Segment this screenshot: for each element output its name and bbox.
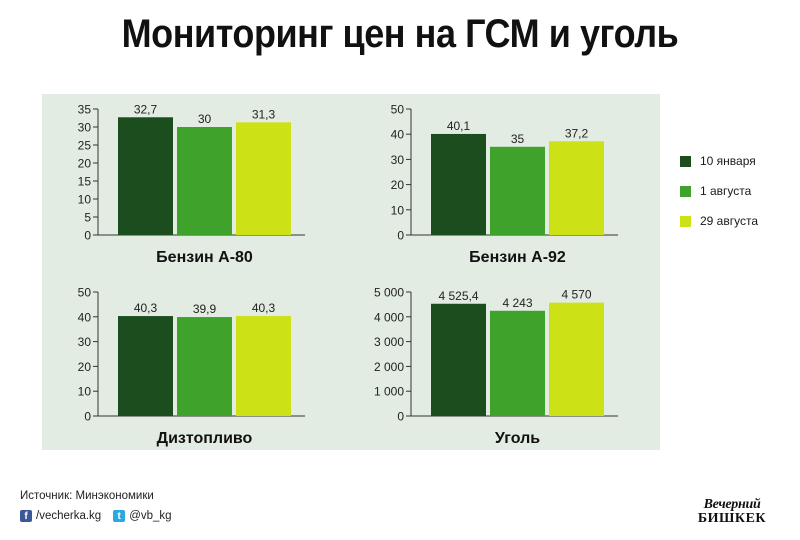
data-label: 37,2 bbox=[565, 126, 589, 140]
legend-label-aug1: 1 августа bbox=[700, 184, 752, 198]
y-tick-label: 20 bbox=[391, 178, 405, 192]
legend-swatch-jan10 bbox=[680, 155, 691, 167]
data-label: 31,3 bbox=[252, 107, 276, 121]
bar bbox=[549, 141, 604, 235]
data-label: 40,3 bbox=[252, 301, 276, 315]
y-tick-label: 0 bbox=[397, 410, 404, 424]
data-label: 40,1 bbox=[447, 119, 471, 133]
y-tick-label: 30 bbox=[78, 335, 92, 349]
bar bbox=[236, 122, 291, 235]
y-tick-label: 50 bbox=[391, 103, 405, 117]
y-tick-label: 5 000 bbox=[374, 286, 404, 300]
publisher-logo: Вечерний БИШКЕК bbox=[684, 498, 780, 526]
data-label: 30 bbox=[198, 112, 212, 126]
y-tick-label: 30 bbox=[391, 153, 405, 167]
bar bbox=[177, 317, 232, 416]
y-tick-label: 10 bbox=[391, 203, 405, 217]
twitter-icon[interactable]: t bbox=[113, 510, 126, 522]
bar bbox=[177, 127, 232, 235]
y-tick-label: 20 bbox=[78, 360, 92, 374]
y-tick-label: 0 bbox=[84, 410, 91, 424]
bar bbox=[236, 316, 291, 416]
social-links: f /vecherka.kg t @vb_kg bbox=[20, 510, 172, 522]
bar bbox=[431, 133, 486, 235]
y-tick-label: 40 bbox=[391, 128, 405, 142]
bar bbox=[118, 316, 173, 416]
legend-item-jan10: 10 января bbox=[680, 146, 795, 176]
y-tick-label: 25 bbox=[78, 139, 92, 153]
data-label: 4 525,4 bbox=[438, 289, 478, 303]
data-label: 4 243 bbox=[502, 296, 532, 310]
legend-item-aug29: 29 августа bbox=[680, 206, 795, 236]
bar bbox=[431, 303, 486, 416]
y-tick-label: 40 bbox=[78, 310, 92, 324]
y-tick-label: 30 bbox=[78, 121, 92, 135]
legend-label-jan10: 10 января bbox=[700, 154, 756, 168]
data-label: 39,9 bbox=[193, 302, 217, 316]
data-label: 32,7 bbox=[134, 102, 158, 116]
legend-swatch-aug29 bbox=[680, 215, 691, 227]
y-tick-label: 0 bbox=[397, 229, 404, 243]
chart-title: Бензин А-92 bbox=[469, 249, 566, 266]
twitter-link[interactable]: @vb_kg bbox=[129, 510, 172, 522]
source-note: Источник: Минэкономики bbox=[20, 490, 154, 502]
chart-title: Уголь bbox=[495, 430, 540, 447]
y-tick-label: 1 000 bbox=[374, 385, 404, 399]
y-tick-label: 0 bbox=[84, 229, 91, 243]
chart-title: Дизтопливо bbox=[157, 430, 253, 447]
y-tick-label: 10 bbox=[78, 385, 92, 399]
data-label: 40,3 bbox=[134, 301, 158, 315]
facebook-link[interactable]: /vecherka.kg bbox=[36, 510, 102, 522]
y-tick-label: 50 bbox=[78, 286, 92, 300]
data-label: 35 bbox=[511, 132, 525, 146]
y-tick-label: 15 bbox=[78, 175, 92, 189]
y-tick-label: 2 000 bbox=[374, 360, 404, 374]
legend: 10 января 1 августа 29 августа bbox=[680, 146, 795, 236]
data-label: 4 570 bbox=[561, 288, 591, 302]
bar bbox=[549, 302, 604, 416]
y-tick-label: 35 bbox=[78, 103, 92, 117]
logo-line-1: Вечерний bbox=[703, 497, 761, 512]
bar bbox=[118, 117, 173, 235]
y-tick-label: 3 000 bbox=[374, 335, 404, 349]
facebook-icon[interactable]: f bbox=[20, 510, 32, 522]
legend-swatch-aug1 bbox=[680, 185, 691, 197]
bar bbox=[490, 310, 545, 416]
y-tick-label: 20 bbox=[78, 157, 92, 171]
y-tick-label: 10 bbox=[78, 193, 92, 207]
legend-item-aug1: 1 августа bbox=[680, 176, 795, 206]
y-tick-label: 4 000 bbox=[374, 310, 404, 324]
logo-line-2: БИШКЕК bbox=[697, 511, 767, 526]
chart-title: Бензин А-80 bbox=[156, 249, 253, 266]
legend-label-aug29: 29 августа bbox=[700, 214, 759, 228]
bar bbox=[490, 146, 545, 235]
page-title: Мониторинг цен на ГСМ и уголь bbox=[121, 12, 679, 56]
y-tick-label: 5 bbox=[84, 211, 91, 225]
